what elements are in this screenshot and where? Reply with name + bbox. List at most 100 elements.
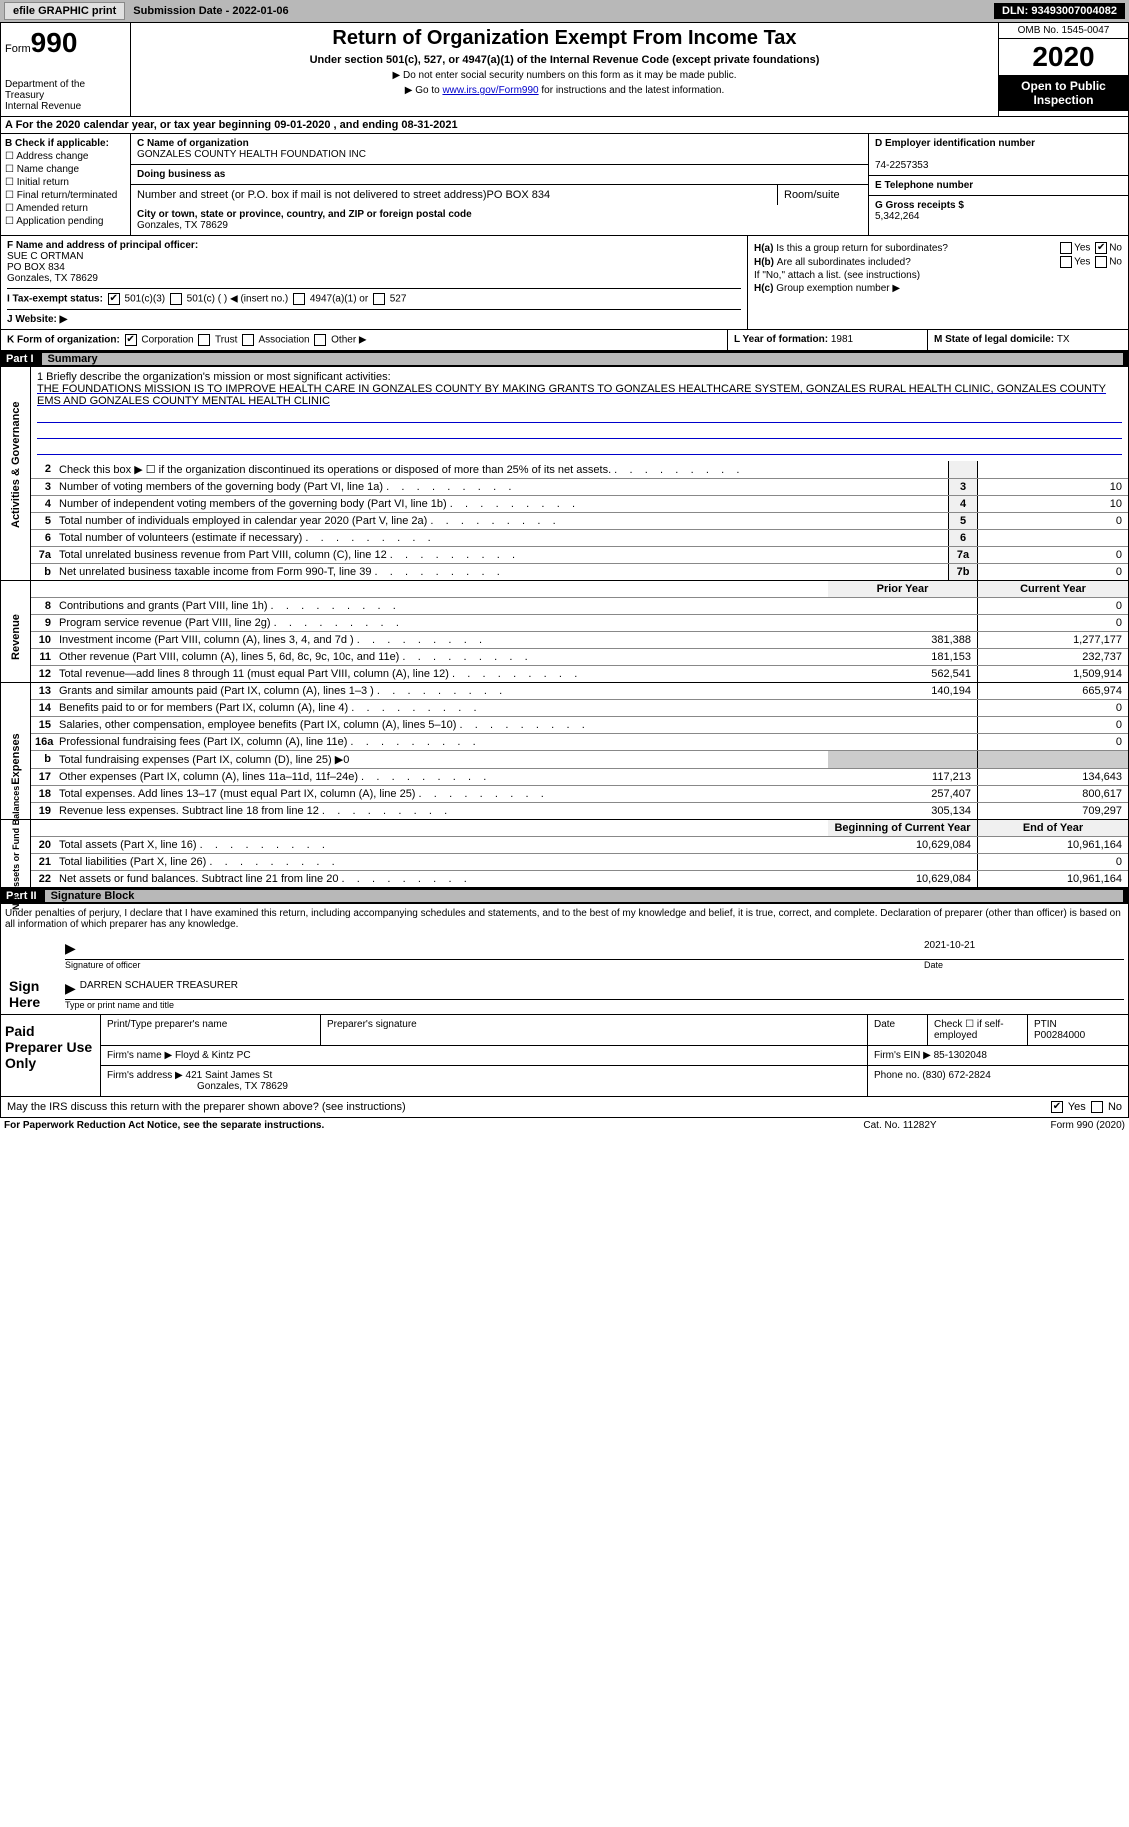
city-lbl: City or town, state or province, country…: [137, 209, 862, 220]
chk-trust[interactable]: [198, 334, 210, 346]
officer-addr1: PO BOX 834: [7, 262, 65, 273]
may-yes[interactable]: [1051, 1101, 1063, 1113]
chk-pending[interactable]: ☐ Application pending: [5, 216, 126, 227]
col-hdrs: Prior Year Current Year: [31, 581, 1128, 598]
prep-lbl: Paid Preparer Use Only: [1, 1015, 101, 1096]
col-c: C Name of organizationGONZALES COUNTY HE…: [131, 134, 868, 235]
mission: 1 Briefly describe the organization's mi…: [31, 367, 1128, 461]
table-row: 4Number of independent voting members of…: [31, 496, 1128, 513]
cat-no: Cat. No. 11282Y: [825, 1120, 975, 1131]
row-fgh: F Name and address of principal officer:…: [0, 236, 1129, 330]
sig-of-officer-lbl: Signature of officer: [65, 960, 924, 970]
table-row: 3Number of voting members of the governi…: [31, 479, 1128, 496]
ein: 74-2257353: [875, 160, 928, 171]
table-row: 19Revenue less expenses. Subtract line 1…: [31, 803, 1128, 819]
dept-label: Department of the Treasury Internal Reve…: [5, 79, 126, 112]
submission-label: Submission Date - 2022-01-06: [133, 5, 288, 17]
prep-h2: Preparer's signature: [321, 1015, 868, 1045]
form-header: Form990 Department of the Treasury Inter…: [0, 22, 1129, 117]
prep-ptin: PTINP00284000: [1028, 1015, 1128, 1045]
tax-year: 2020: [999, 39, 1128, 75]
table-row: 6Total number of volunteers (estimate if…: [31, 530, 1128, 547]
officer-name: SUE C ORTMAN: [7, 251, 84, 262]
sig-name-lbl: Type or print name and title: [65, 1000, 1124, 1010]
side-gov: Activities & Governance: [1, 367, 31, 580]
chk-501c[interactable]: [170, 293, 182, 305]
part1-exp: Expenses 13Grants and similar amounts pa…: [0, 683, 1129, 820]
part1-rev: Revenue Prior Year Current Year 8Contrib…: [0, 581, 1129, 683]
org-name-lbl: C Name of organization: [137, 138, 862, 149]
table-row: 21Total liabilities (Part X, line 26)0: [31, 854, 1128, 871]
preparer-block: Paid Preparer Use Only Print/Type prepar…: [0, 1015, 1129, 1097]
table-row: 8Contributions and grants (Part VIII, li…: [31, 598, 1128, 615]
col-b-label: B Check if applicable:: [5, 138, 109, 149]
addr: PO BOX 834: [487, 189, 551, 201]
prep-firm: Firm's name ▶ Floyd & Kintz PC: [101, 1046, 868, 1065]
prep-addr: Firm's address ▶ 421 Saint James StGonza…: [101, 1066, 868, 1096]
table-row: 9Program service revenue (Part VIII, lin…: [31, 615, 1128, 632]
chk-assoc[interactable]: [242, 334, 254, 346]
prep-h1: Print/Type preparer's name: [101, 1015, 321, 1045]
chk-amended[interactable]: ☐ Amended return: [5, 203, 126, 214]
info-grid: B Check if applicable: ☐ Address change …: [0, 134, 1129, 236]
table-row: 18Total expenses. Add lines 13–17 (must …: [31, 786, 1128, 803]
chk-other[interactable]: [314, 334, 326, 346]
chk-address[interactable]: ☐ Address change: [5, 151, 126, 162]
end-year-hdr: End of Year: [978, 820, 1128, 836]
mission-txt: THE FOUNDATIONS MISSION IS TO IMPROVE HE…: [37, 383, 1122, 407]
row-m: M State of legal domicile: TX: [928, 330, 1128, 350]
form-note1: ▶ Do not enter social security numbers o…: [135, 70, 994, 81]
paperwork: For Paperwork Reduction Act Notice, see …: [0, 1118, 1129, 1133]
room-lbl: Room/suite: [784, 189, 840, 201]
city: Gonzales, TX 78629: [137, 220, 228, 231]
chk-final[interactable]: ☐ Final return/terminated: [5, 190, 126, 201]
chk-name[interactable]: ☐ Name change: [5, 164, 126, 175]
hb-note: If "No," attach a list. (see instruction…: [754, 270, 1122, 281]
addr-lbl: Number and street (or P.O. box if mail i…: [137, 189, 487, 201]
prep-h3: Date: [868, 1015, 928, 1045]
chk-corp[interactable]: [125, 334, 137, 346]
dba-lbl: Doing business as: [137, 169, 862, 180]
sig-block: Under penalties of perjury, I declare th…: [0, 904, 1129, 1015]
org-name: GONZALES COUNTY HEALTH FOUNDATION INC: [137, 149, 366, 160]
chk-4947[interactable]: [293, 293, 305, 305]
form-label: Form990: [5, 27, 126, 59]
hdr-left: Form990 Department of the Treasury Inter…: [1, 23, 131, 116]
chk-initial[interactable]: ☐ Initial return: [5, 177, 126, 188]
row-i-lbl: I Tax-exempt status:: [7, 294, 103, 305]
ein-lbl: D Employer identification number: [875, 138, 1122, 149]
prep-h4: Check ☐ if self-employed: [928, 1015, 1028, 1045]
ha-yes[interactable]: [1060, 242, 1072, 254]
prior-year-hdr: Prior Year: [828, 581, 978, 597]
officer-lbl: F Name and address of principal officer:: [7, 240, 198, 251]
hb-no[interactable]: [1095, 256, 1107, 268]
col-f: F Name and address of principal officer:…: [1, 236, 748, 329]
may-q: May the IRS discuss this return with the…: [7, 1101, 1049, 1113]
table-row: 14Benefits paid to or for members (Part …: [31, 700, 1128, 717]
table-row: 10Investment income (Part VIII, column (…: [31, 632, 1128, 649]
ha-q: Is this a group return for subordinates?: [776, 243, 1022, 254]
form-footer: Form 990 (2020): [975, 1120, 1125, 1131]
part1-title: Summary: [42, 353, 1123, 365]
irs-link[interactable]: www.irs.gov/Form990: [442, 85, 538, 96]
hb-q: Are all subordinates included?: [777, 257, 1022, 268]
row-a: A For the 2020 calendar year, or tax yea…: [0, 117, 1129, 134]
chk-527[interactable]: [373, 293, 385, 305]
hb-yes[interactable]: [1060, 256, 1072, 268]
efile-btn[interactable]: efile GRAPHIC print: [4, 2, 125, 20]
row-k: K Form of organization: Corporation Trus…: [1, 330, 728, 350]
chk-501c3[interactable]: [108, 293, 120, 305]
part1-body: Activities & Governance 1 Briefly descri…: [0, 367, 1129, 581]
sign-here-lbl: Sign Here: [5, 978, 65, 1010]
table-row: 2Check this box ▶ ☐ if the organization …: [31, 461, 1128, 479]
sig-decl: Under penalties of perjury, I declare th…: [5, 908, 1124, 930]
omb: OMB No. 1545-0047: [999, 23, 1128, 39]
ha-no[interactable]: [1095, 242, 1107, 254]
prep-phone: Phone no. (830) 672-2824: [868, 1066, 1128, 1096]
mission-lbl: 1 Briefly describe the organization's mi…: [37, 371, 1122, 383]
sig-date-lbl: Date: [924, 960, 1124, 970]
hc-q: Group exemption number ▶: [776, 283, 1122, 294]
table-row: 16aProfessional fundraising fees (Part I…: [31, 734, 1128, 751]
may-no[interactable]: [1091, 1101, 1103, 1113]
table-row: bNet unrelated business taxable income f…: [31, 564, 1128, 580]
